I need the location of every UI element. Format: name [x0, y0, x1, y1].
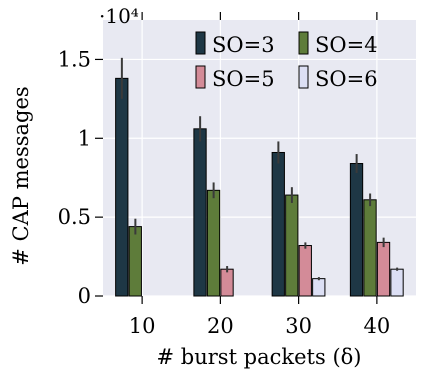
legend-swatch	[195, 65, 206, 89]
legend: SO=3 SO=4 SO=5 SO=6	[195, 31, 378, 91]
legend-label: SO=3	[212, 33, 275, 57]
x-tick-label: 10	[129, 314, 156, 338]
legend-label: SO=5	[212, 67, 275, 91]
bar	[298, 245, 312, 297]
bar	[206, 189, 221, 297]
legend-swatch	[195, 31, 206, 55]
bar	[376, 241, 391, 297]
legend-label: SO=4	[315, 33, 378, 57]
x-axis-label: # burst packets (δ)	[157, 345, 362, 369]
x-tick-label: 30	[285, 314, 312, 338]
bar	[390, 268, 404, 297]
bar	[312, 278, 326, 297]
bar	[115, 77, 129, 297]
legend-swatch	[298, 31, 309, 55]
y-axis-label: # CAP messages	[9, 86, 33, 265]
axes: 0 0.5 1 1.5 10 20 30 40	[58, 12, 391, 338]
x-tick-label: 40	[364, 314, 391, 338]
bar	[285, 194, 299, 297]
bar	[220, 268, 234, 297]
bars	[115, 57, 404, 297]
y-scale-label: ·10⁴	[99, 4, 139, 28]
x-tick-label: 20	[207, 314, 234, 338]
y-tick-label: 0.5	[58, 205, 91, 229]
bar	[363, 199, 377, 297]
y-tick-label: 0	[78, 284, 91, 308]
bar	[349, 163, 364, 297]
bar	[271, 151, 285, 297]
legend-label: SO=6	[315, 67, 378, 91]
bar	[128, 226, 142, 297]
y-tick-label: 1	[78, 126, 91, 150]
y-tick-label: 1.5	[58, 47, 91, 71]
legend-swatch	[298, 65, 309, 89]
bar	[193, 128, 207, 297]
